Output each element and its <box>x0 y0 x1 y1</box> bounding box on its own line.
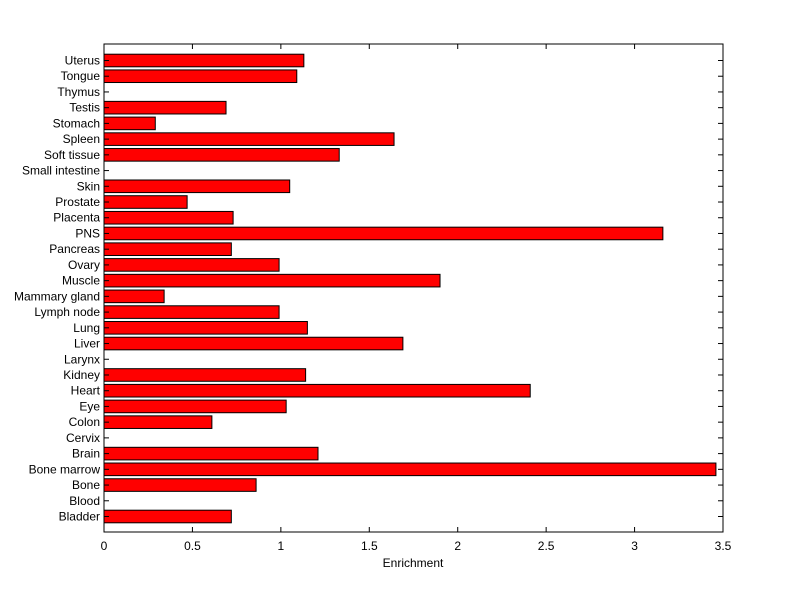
x-axis-label: Enrichment <box>383 556 444 570</box>
y-tick-label-larynx: Larynx <box>64 352 100 366</box>
x-tick-label-7: 3.5 <box>715 539 732 553</box>
x-tick-label-6: 3 <box>631 539 638 553</box>
y-tick-label-pancreas: Pancreas <box>49 242 100 256</box>
bar-skin <box>103 179 291 194</box>
y-tick-label-placenta: Placenta <box>53 211 100 225</box>
plot-frame <box>103 43 724 533</box>
bar-lymph-node <box>103 305 280 319</box>
bar-lung <box>103 321 308 335</box>
x-tick-label-0: 0 <box>101 539 108 553</box>
x-tick-label-1: 0.5 <box>184 539 201 553</box>
bar-liver <box>103 336 404 351</box>
bar-prostate <box>103 195 188 209</box>
y-tick-label-bone-marrow: Bone marrow <box>29 462 101 476</box>
y-tick-label-muscle: Muscle <box>62 274 100 288</box>
y-tick-label-spleen: Spleen <box>63 132 100 146</box>
y-tick-label-brain: Brain <box>72 447 100 461</box>
bar-bone-marrow <box>103 462 717 477</box>
y-tick-label-lung: Lung <box>73 321 100 335</box>
bar-stomach <box>103 116 156 131</box>
y-tick-label-heart: Heart <box>71 384 101 398</box>
bar-eye <box>103 399 287 414</box>
y-tick-label-pns: PNS <box>75 226 100 240</box>
y-tick-label-tongue: Tongue <box>61 69 101 83</box>
bar-mammary-gland <box>103 289 165 304</box>
bar-bone <box>103 478 257 492</box>
bar-ovary <box>103 258 280 272</box>
bar-colon <box>103 415 213 429</box>
y-tick-label-small-intestine: Small intestine <box>22 164 100 178</box>
y-tick-label-uterus: Uterus <box>65 54 100 68</box>
bar-uterus <box>103 53 305 68</box>
y-tick-label-kidney: Kidney <box>63 368 100 382</box>
x-tick-label-3: 1.5 <box>361 539 378 553</box>
bar-kidney <box>103 368 307 382</box>
bar-placenta <box>103 210 234 225</box>
y-tick-label-bone: Bone <box>72 478 100 492</box>
y-tick-label-soft-tissue: Soft tissue <box>44 148 100 162</box>
bar-pns <box>103 226 664 241</box>
y-tick-label-blood: Blood <box>69 494 100 508</box>
y-tick-label-skin: Skin <box>77 179 100 193</box>
bar-muscle <box>103 273 441 288</box>
y-tick-label-bladder: Bladder <box>59 510 100 524</box>
bar-spleen <box>103 132 395 146</box>
x-tick-label-4: 2 <box>454 539 461 553</box>
bar-pancreas <box>103 242 232 256</box>
x-tick-label-2: 1 <box>278 539 285 553</box>
bar-testis <box>103 100 227 115</box>
y-tick-label-thymus: Thymus <box>57 85 100 99</box>
bar-bladder <box>103 509 232 524</box>
bar-heart <box>103 383 531 398</box>
x-axis-ticks: 0 0.5 1 1.5 2 2.5 3 3.5 <box>101 44 732 553</box>
y-tick-label-cervix: Cervix <box>66 431 100 445</box>
y-tick-label-stomach: Stomach <box>53 116 100 130</box>
y-tick-label-liver: Liver <box>74 337 100 351</box>
y-tick-label-colon: Colon <box>69 415 100 429</box>
y-tick-label-eye: Eye <box>79 399 100 413</box>
x-tick-label-5: 2.5 <box>538 539 555 553</box>
bar-soft-tissue <box>103 148 340 162</box>
y-tick-label-mammary-gland: Mammary gland <box>14 289 100 303</box>
y-tick-label-prostate: Prostate <box>55 195 100 209</box>
y-tick-label-testis: Testis <box>69 101 100 115</box>
y-tick-label-ovary: Ovary <box>68 258 100 272</box>
y-tick-label-lymph-node: Lymph node <box>34 305 100 319</box>
bar-tongue <box>103 69 298 84</box>
bar-brain <box>103 446 319 461</box>
